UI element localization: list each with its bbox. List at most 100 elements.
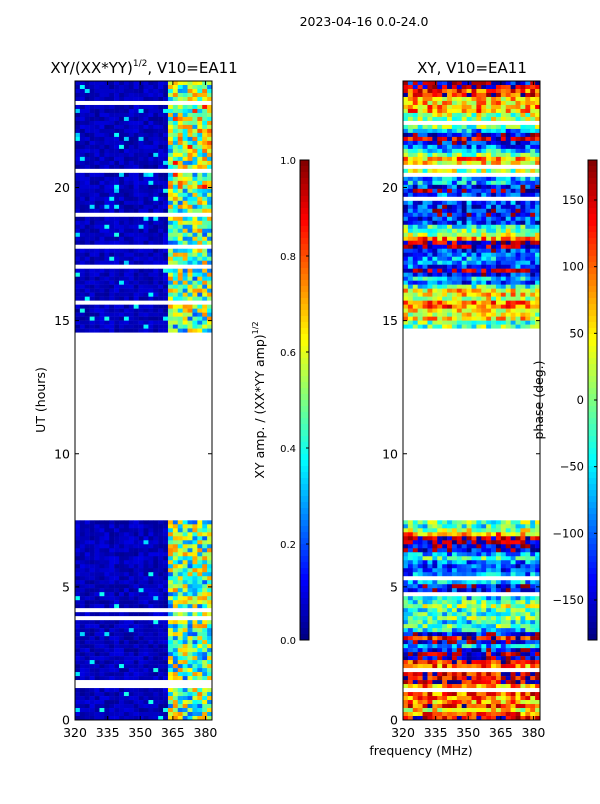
heatmap-cell <box>437 524 442 528</box>
heatmap-cell <box>491 309 496 313</box>
heatmap-cell <box>501 552 506 556</box>
heatmap-cell <box>530 317 535 321</box>
heatmap-gap-row <box>403 393 540 397</box>
heatmap-cell <box>202 129 207 133</box>
heatmap-cell <box>447 177 452 181</box>
heatmap-gap-row <box>403 329 540 333</box>
heatmap-cell <box>491 149 496 153</box>
heatmap-cell <box>447 253 452 257</box>
heatmap-cell <box>109 89 114 93</box>
heatmap-cell <box>163 520 168 524</box>
heatmap-cell <box>462 293 467 297</box>
heatmap-cell <box>178 85 183 89</box>
heatmap-cell <box>511 205 516 209</box>
heatmap-cell <box>144 105 149 109</box>
heatmap-cell <box>85 237 90 241</box>
heatmap-cell <box>168 696 173 700</box>
heatmap-cell <box>413 552 418 556</box>
heatmap-cell <box>408 97 413 101</box>
heatmap-cell <box>188 273 193 277</box>
heatmap-cell <box>408 528 413 532</box>
heatmap-gap-row <box>75 341 212 345</box>
heatmap-gap-row <box>403 377 540 381</box>
heatmap-cell <box>501 129 506 133</box>
heatmap-cell <box>467 225 472 229</box>
heatmap-cell <box>80 704 85 708</box>
heatmap-cell <box>173 700 178 704</box>
heatmap-cell <box>520 93 525 97</box>
heatmap-cell <box>144 548 149 552</box>
heatmap-cell <box>168 109 173 113</box>
heatmap-cell <box>197 165 202 169</box>
heatmap-cell <box>452 225 457 229</box>
heatmap-cell <box>99 233 104 237</box>
heatmap-cell <box>188 560 193 564</box>
heatmap-cell <box>481 153 486 157</box>
heatmap-cell <box>520 161 525 165</box>
heatmap-cell <box>80 612 85 616</box>
heatmap-cell <box>486 217 491 221</box>
heatmap-cell <box>183 149 188 153</box>
heatmap-cell <box>99 664 104 668</box>
heatmap-cell <box>525 133 530 137</box>
heatmap-cell <box>530 217 535 221</box>
heatmap-cell <box>153 137 158 141</box>
heatmap-cell <box>525 548 530 552</box>
heatmap-cell <box>535 277 540 281</box>
heatmap-cell <box>139 89 144 93</box>
heatmap-cell <box>119 588 124 592</box>
heatmap-cell <box>129 700 134 704</box>
heatmap-cell <box>178 624 183 628</box>
heatmap-cell <box>85 105 90 109</box>
heatmap-cell <box>188 89 193 93</box>
colorbar-swatch <box>300 268 309 274</box>
heatmap-cell <box>467 201 472 205</box>
heatmap-cell <box>467 177 472 181</box>
heatmap-cell <box>403 93 408 97</box>
heatmap-cell <box>168 576 173 580</box>
heatmap-cell <box>163 177 168 181</box>
heatmap-cell <box>408 145 413 149</box>
x-tick-label: 350 <box>128 725 152 740</box>
heatmap-cell <box>119 672 124 676</box>
heatmap-cell <box>472 157 477 161</box>
heatmap-cell <box>173 604 178 608</box>
heatmap-cell <box>114 564 119 568</box>
heatmap-cell <box>530 536 535 540</box>
heatmap-cell <box>197 161 202 165</box>
heatmap-cell <box>452 273 457 277</box>
heatmap-cell <box>104 189 109 193</box>
heatmap-cell <box>491 145 496 149</box>
heatmap-cell <box>188 592 193 596</box>
heatmap-cell <box>476 161 481 165</box>
heatmap-cell <box>119 620 124 624</box>
heatmap-cell <box>109 289 114 293</box>
heatmap-cell <box>432 89 437 93</box>
heatmap-gap-row <box>75 333 212 337</box>
heatmap-cell <box>525 305 530 309</box>
heatmap-cell <box>481 285 486 289</box>
heatmap-cell <box>472 297 477 301</box>
heatmap-cell <box>408 201 413 205</box>
heatmap-cell <box>104 221 109 225</box>
heatmap-cell <box>516 109 521 113</box>
heatmap-cell <box>104 157 109 161</box>
heatmap-cell <box>202 644 207 648</box>
heatmap-cell <box>442 265 447 269</box>
heatmap-cell <box>535 141 540 145</box>
heatmap-cell <box>437 257 442 261</box>
heatmap-cell <box>183 556 188 560</box>
heatmap-cell <box>109 305 114 309</box>
heatmap-cell <box>491 532 496 536</box>
heatmap-cell <box>129 528 134 532</box>
heatmap-cell <box>144 664 149 668</box>
heatmap-cell <box>442 305 447 309</box>
heatmap-cell <box>462 181 467 185</box>
heatmap-cell <box>95 293 100 297</box>
heatmap-cell <box>163 560 168 564</box>
heatmap-cell <box>129 297 134 301</box>
heatmap-cell <box>168 221 173 225</box>
heatmap-cell <box>124 157 129 161</box>
heatmap-cell <box>423 273 428 277</box>
heatmap-gap-row <box>403 401 540 405</box>
